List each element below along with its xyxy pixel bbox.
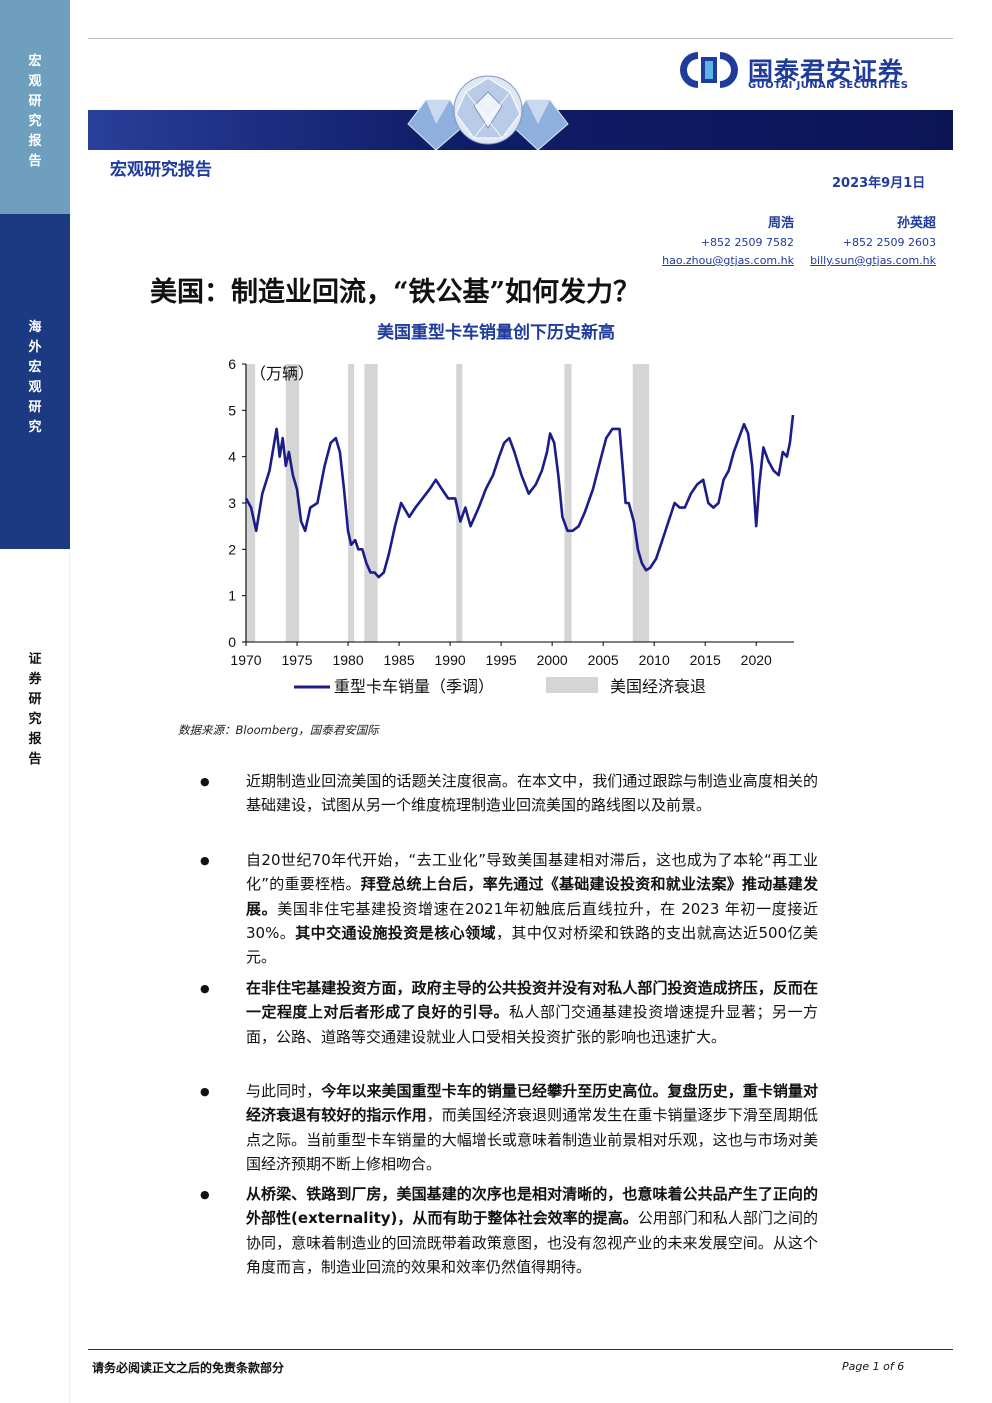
logo-english-name: GUOTAI JUNAN SECURITIES xyxy=(748,80,909,91)
x-tick-label: 1975 xyxy=(281,652,312,668)
bullet-dot: ● xyxy=(200,775,210,788)
bullet-dot: ● xyxy=(200,854,210,867)
sidebar-label-report: 宏观研究报告 xyxy=(28,54,42,169)
footer-disclaimer: 请务必阅读正文之后的免责条款部分 xyxy=(92,1361,285,1375)
unit-label: （万辆） xyxy=(250,365,314,383)
legend-swatch-recession xyxy=(546,677,598,693)
x-tick-label: 2005 xyxy=(588,652,619,668)
author-phone: +852 2509 2603 xyxy=(842,236,936,249)
diamond-graphic-icon xyxy=(407,75,569,150)
author-email-link[interactable]: hao.zhou@gtjas.com.hk xyxy=(662,254,794,267)
recession-band xyxy=(456,364,463,642)
sidebar-label-securities: 证券研究报告 xyxy=(28,652,42,767)
company-logo-icon xyxy=(680,52,738,88)
truck-sales-chart: 0 1 2 3 4 5 6 1970 1975 1980 1985 1990 1995 2000 2005 2… xyxy=(228,356,795,696)
author-card-2: 孙英超 +852 2509 2603 billy.sun@gtjas.com.h… xyxy=(790,212,936,267)
y-tick-label: 3 xyxy=(228,495,236,511)
author-name: 周浩 xyxy=(767,216,794,231)
sidebar-block-report xyxy=(0,0,70,214)
y-tick-label: 0 xyxy=(228,634,236,650)
author-name: 孙英超 xyxy=(896,216,936,231)
sidebar-label-overseas: 海外宏观研究 xyxy=(28,320,42,435)
recession-band xyxy=(564,364,572,642)
y-tick-label: 2 xyxy=(228,541,236,557)
recession-band xyxy=(364,364,378,642)
recession-band xyxy=(632,364,650,642)
bullet-paragraph: 自20世纪70年代开始，“去工业化”导致美国基建相对滞后，这也成为了本轮“再工业… xyxy=(246,851,818,967)
sidebar-block-securities xyxy=(0,549,70,1403)
x-tick-label: 1980 xyxy=(332,652,363,668)
bullet-paragraph: 从桥梁、铁路到厂房，美国基建的次序也是相对清晰的，也意味着公共品产生了正向的外部… xyxy=(246,1185,818,1276)
x-tick-label: 1970 xyxy=(230,652,261,668)
author-card-1: 周浩 +852 2509 7582 hao.zhou@gtjas.com.hk xyxy=(640,212,794,267)
y-tick-label: 4 xyxy=(228,449,236,465)
legend-label-truck-sales: 重型卡车销量（季调） xyxy=(334,678,494,696)
y-tick-label: 5 xyxy=(228,402,236,418)
footer-rule xyxy=(88,1349,953,1350)
bullet-dot: ● xyxy=(200,982,210,995)
author-email-link[interactable]: billy.sun@gtjas.com.hk xyxy=(810,254,936,267)
x-tick-label: 2020 xyxy=(741,652,772,668)
recession-band xyxy=(285,364,300,642)
report-title: 美国：制造业回流，“铁公基”如何发力？ xyxy=(150,277,641,308)
report-date: 2023年9月1日 xyxy=(832,176,926,191)
author-phone: +852 2509 7582 xyxy=(700,236,794,249)
bullet-dot: ● xyxy=(200,1188,210,1201)
report-type-label: 宏观研究报告 xyxy=(110,160,212,180)
x-tick-label: 2000 xyxy=(537,652,568,668)
x-tick-label: 1985 xyxy=(383,652,414,668)
header-rule xyxy=(88,38,953,39)
x-tick-label: 2015 xyxy=(690,652,721,668)
y-tick-label: 1 xyxy=(228,588,236,604)
legend-label-recession: 美国经济衰退 xyxy=(610,678,706,696)
bullet-paragraph: 在非住宅基建投资方面，政府主导的公共投资并没有对私人部门投资造成挤压，反而在一定… xyxy=(246,979,818,1046)
data-source-note: 数据来源：Bloomberg，国泰君安国际 xyxy=(178,723,379,737)
x-tick-label: 1990 xyxy=(435,652,466,668)
recession-band xyxy=(244,364,256,642)
sidebar-block-overseas xyxy=(0,214,70,549)
bullet-paragraph: 近期制造业回流美国的话题关注度很高。在本文中，我们通过跟踪与制造业高度相关的基础… xyxy=(246,772,818,815)
chart-title: 美国重型卡车销量创下历史新高 xyxy=(377,323,615,343)
bullet-dot: ● xyxy=(200,1085,210,1098)
bullet-paragraph: 与此同时，今年以来美国重型卡车的销量已经攀升至历史高位。复盘历史，重卡销量对经济… xyxy=(246,1082,818,1173)
logo-chinese-name: 国泰君安证券 xyxy=(748,57,905,86)
x-tick-label: 1995 xyxy=(486,652,517,668)
y-tick-label: 6 xyxy=(228,356,236,372)
series-line-truck-sales xyxy=(244,414,795,579)
x-tick-label: 2010 xyxy=(639,652,670,668)
page-number: Page 1 of 6 xyxy=(842,1360,905,1373)
recession-band xyxy=(348,364,355,642)
